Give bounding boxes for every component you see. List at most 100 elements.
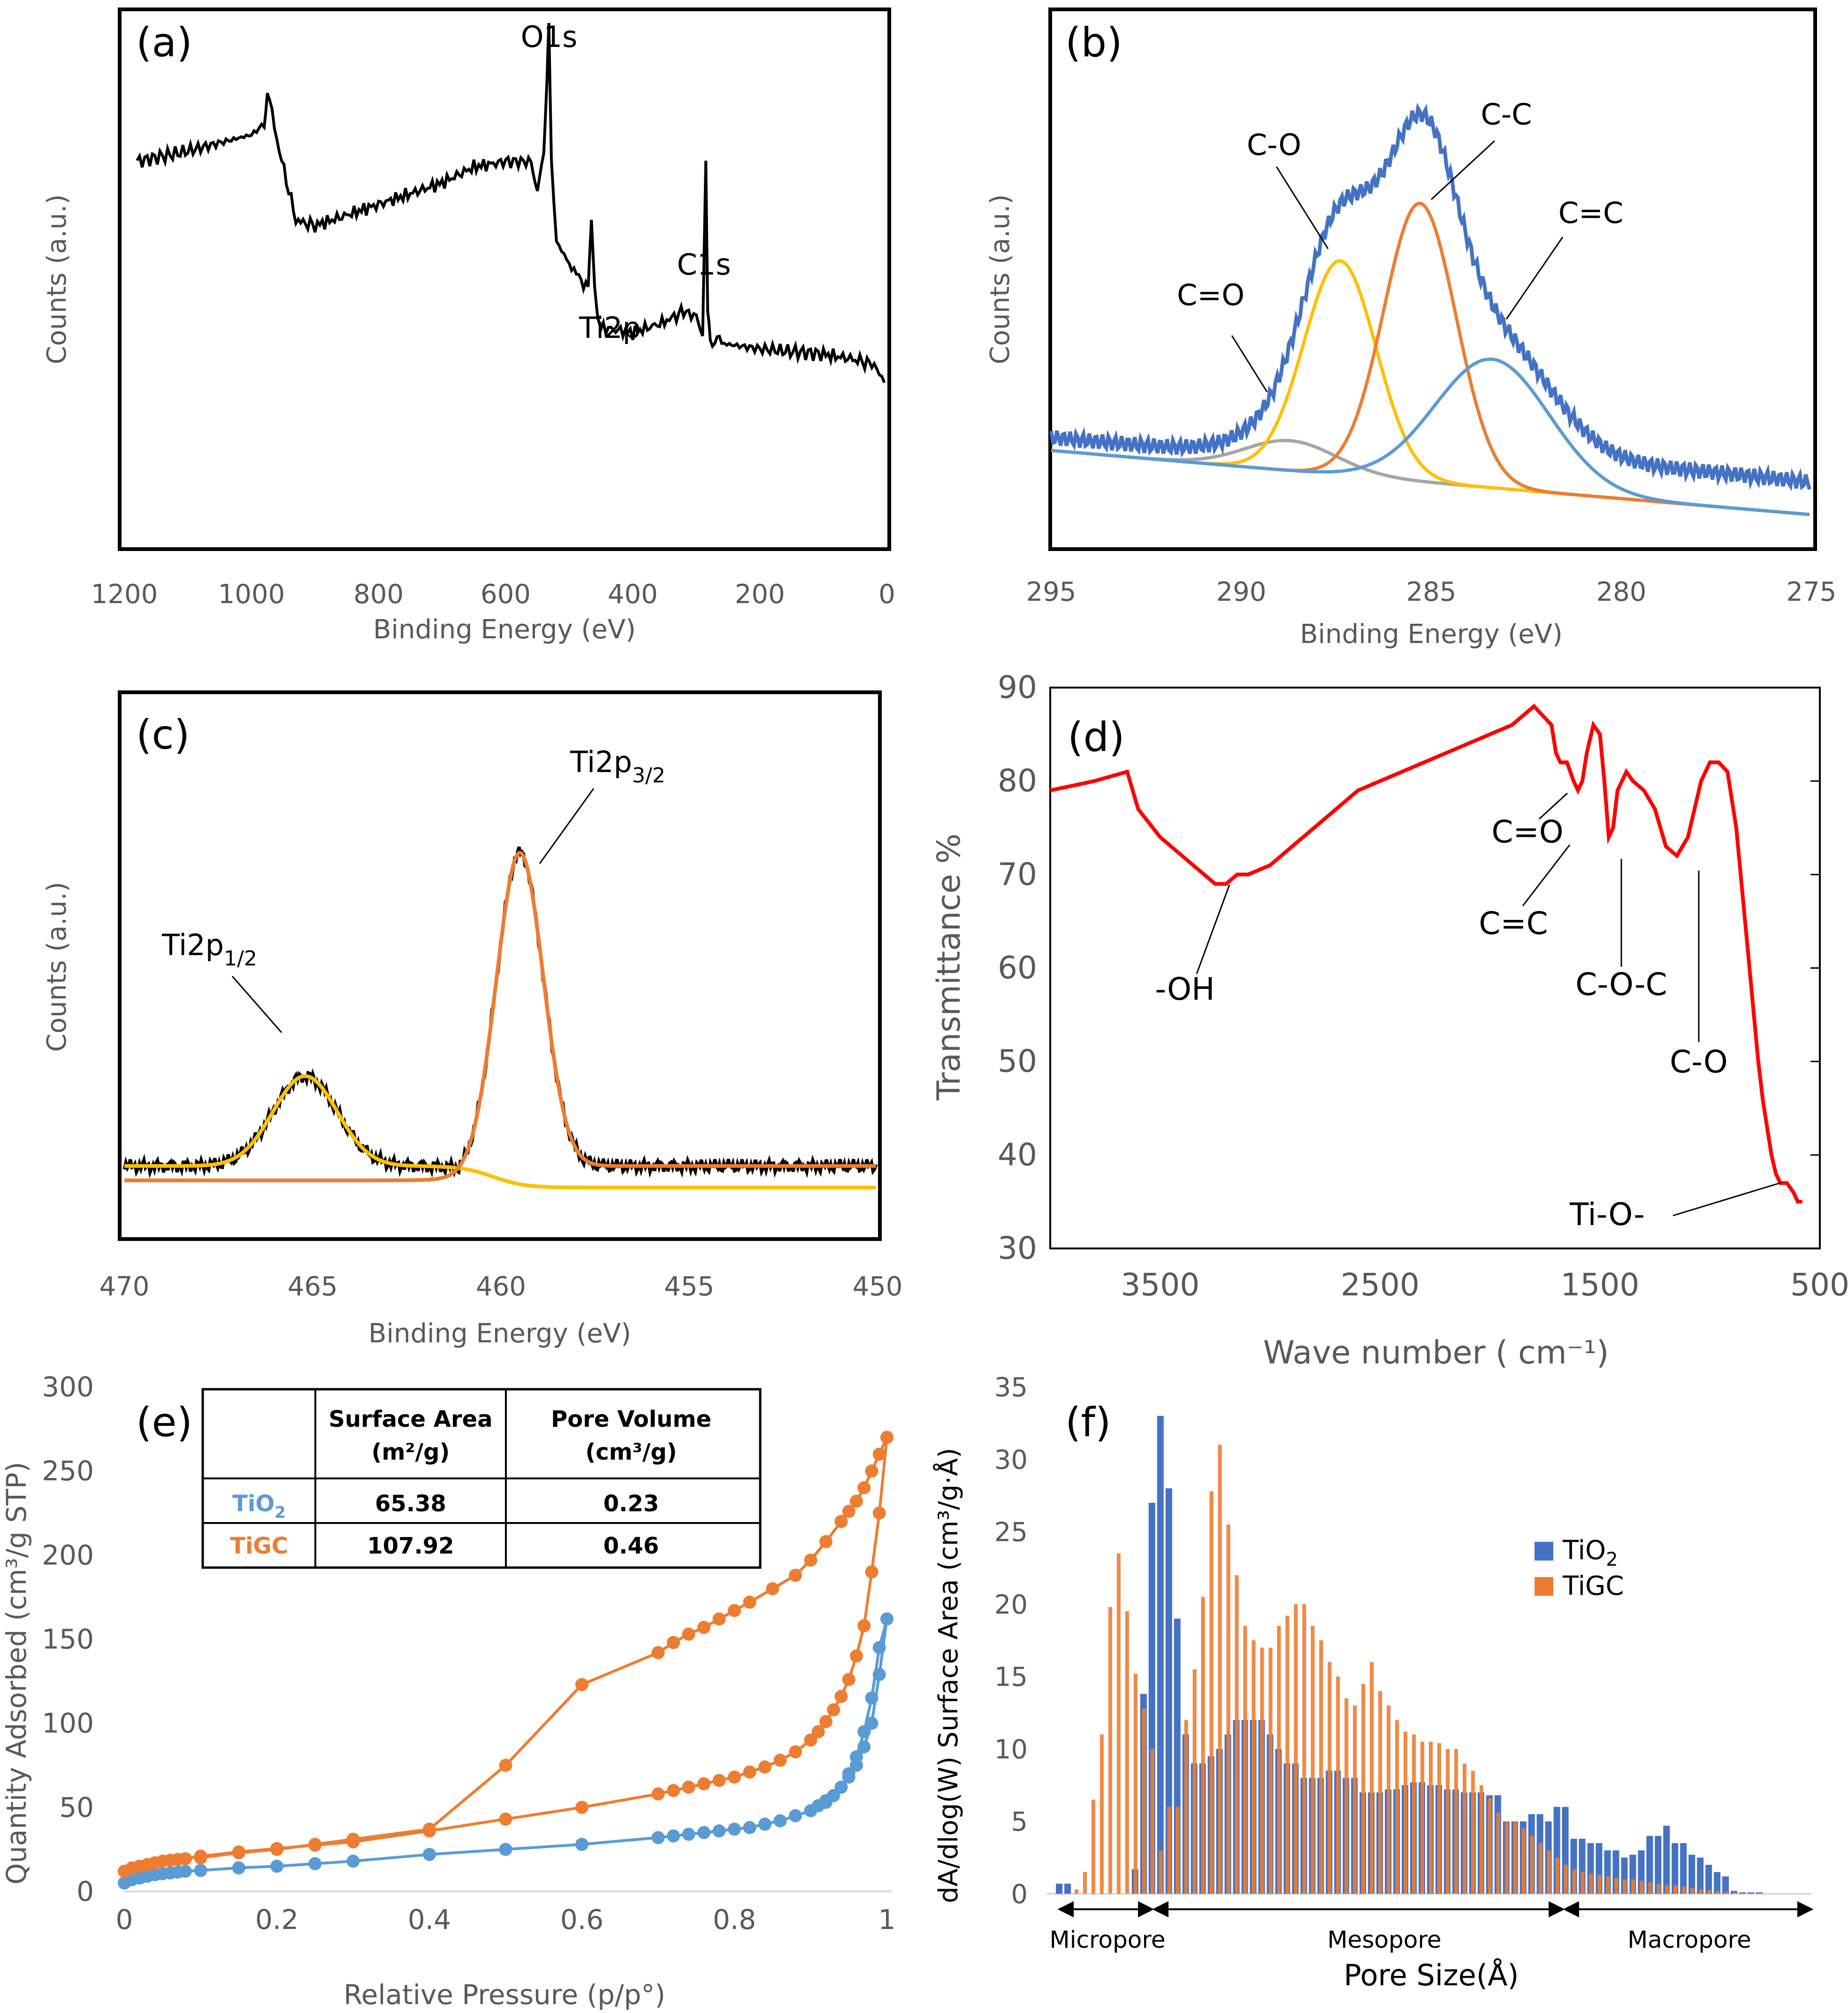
bar-tigc [1597,1875,1602,1894]
panel-b-x-ticks: 295 290 285 280 275 [1026,577,1837,607]
bar-tigc [1277,1626,1281,1894]
pb-xt-label-1: 290 [1216,577,1267,607]
panel-e-point [743,1765,756,1779]
panel-e-ytick-150: 150 [42,1623,94,1655]
panel-c-frame [118,690,882,1241]
panel-e-point [743,1595,756,1609]
panel-d-xtick-500: 500 [1790,1267,1848,1303]
annotation-c-o-c: C-O-C [1575,966,1667,1003]
panel-e-point [232,1861,245,1875]
pa-xt-label-1: 1000 [218,579,285,610]
panel-e-xtick-0.2: 0.2 [255,1904,298,1936]
panel-c-annotations: Ti2p3/2 Ti2p1/2 [161,745,665,1033]
table-row-tigc-pore-volume: 0.46 [603,1533,659,1559]
bar-tigc [1294,1604,1298,1894]
panel-f-ytick-35: 35 [994,1372,1028,1403]
panel-a-x-ticks: 1200 1000 800 600 400 200 0 [91,579,895,610]
panel-e-point [834,1780,848,1794]
bar-tigc [1319,1640,1323,1894]
bar-tigc [1428,1742,1433,1894]
bar-tigc [1572,1869,1576,1894]
panel-e-xtick-1: 1 [878,1904,896,1936]
panel-e-point [179,1852,192,1866]
panel-e-markers [118,1431,893,1890]
table-row-tigc-name: TiGC [230,1533,288,1559]
table-header-surface-area-unit: (m²/g) [372,1439,450,1465]
panel-b-peak-c=c [1051,357,1810,516]
bar-tigc [1547,1850,1551,1894]
panel-e-x-ticks: 0 0.2 0.4 0.6 0.8 1 [116,1904,896,1936]
panel-e-ytick-50: 50 [59,1791,94,1823]
bar-tigc [1538,1843,1543,1894]
panel-e-point [728,1770,741,1784]
panel-a-xps-survey: (a) O1s Ti2p C1s 1200 1000 800 600 400 200 0 B… [42,8,895,645]
panel-e-point [697,1777,710,1791]
panel-e-point [575,1678,588,1692]
bar-tigc [1226,1524,1230,1894]
panel-f-xlabel: Pore Size(Å) [1344,1958,1519,1992]
panel-e-point [804,1554,817,1567]
panel-e-point [651,1831,665,1845]
panel-f-ytick-20: 20 [994,1590,1028,1620]
pc-xt-label-1: 465 [288,1271,338,1302]
table-row-tio2-name: TiO2 [232,1491,286,1522]
bar-tigc [1581,1872,1585,1894]
panel-e-point [865,1565,878,1579]
panel-f-pore-size: (f) 0 5 10 15 20 25 30 35 TiO2 TiGC Micropore M… [933,1372,1814,1992]
panel-a-label: (a) [136,19,192,66]
bar-tio2 [1655,1836,1662,1894]
legend-tio2-swatch [1535,1542,1553,1561]
panel-e-point [667,1784,680,1797]
pc-xt-label-3: 455 [664,1271,714,1302]
bar-tio2 [1722,1876,1729,1894]
bar-tigc [1252,1640,1256,1894]
annotation-c-o: C-O [1670,1044,1728,1080]
bar-tigc [1614,1878,1619,1894]
panel-e-ytick-100: 100 [42,1707,94,1739]
bar-tio2 [1680,1843,1687,1894]
annotation-c=o: C=O [1491,814,1563,850]
panel-e-point [499,1812,512,1826]
annotation-c=c: C=C [1558,196,1624,230]
panel-e-point [804,1733,817,1747]
panel-e-point [651,1787,665,1801]
annotation-c=o: C=O [1177,278,1245,312]
bar-tigc [1184,1720,1188,1894]
bar-tigc [1699,1889,1703,1894]
region-micropore: Micropore [1049,1926,1165,1953]
panel-b-annotations: C=O C-O C-C C=C [1177,97,1623,392]
panel-f-ytick-15: 15 [994,1662,1028,1692]
annotation-c1s: C1s [677,247,731,282]
panel-e-point [872,1668,886,1681]
panel-e-ytick-300: 300 [42,1371,94,1403]
bar-tigc [1285,1615,1290,1894]
panel-e-point [811,1725,825,1738]
bar-tigc [1657,1883,1661,1894]
panel-e-point [682,1780,695,1794]
bar-tigc [1437,1743,1441,1894]
panel-e-point [857,1619,871,1632]
panel-e-point [728,1604,741,1617]
bar-tio2 [1056,1883,1063,1894]
bar-tigc [1589,1873,1593,1894]
bar-tigc [1471,1770,1475,1894]
pa-xt-label-0: 1200 [91,579,158,610]
bar-tigc [1361,1684,1366,1894]
bar-tigc [1311,1626,1315,1894]
pb-xt-label-4: 275 [1787,577,1837,607]
panel-e-point [819,1715,832,1729]
panel-e-xtick-0: 0 [116,1904,133,1936]
bar-tigc [1631,1879,1635,1894]
bar-tigc [1116,1553,1121,1894]
bar-tigc [1125,1611,1129,1894]
panel-f-ylabel: dA/dlog(W) Surface Area (cm³/g·Å) [933,1448,964,1903]
panel-c-peak-ti2p-3-2 [124,850,876,1182]
panel-e-point [850,1494,863,1508]
table-header-surface-area: Surface Area [328,1406,492,1432]
bar-tigc [1260,1647,1264,1894]
panel-a-xlabel: Binding Energy (eV) [373,614,636,645]
panel-e-point [667,1636,680,1649]
bar-tigc [1133,1673,1138,1894]
bar-tigc [1716,1891,1720,1894]
bar-tigc [1108,1607,1112,1894]
